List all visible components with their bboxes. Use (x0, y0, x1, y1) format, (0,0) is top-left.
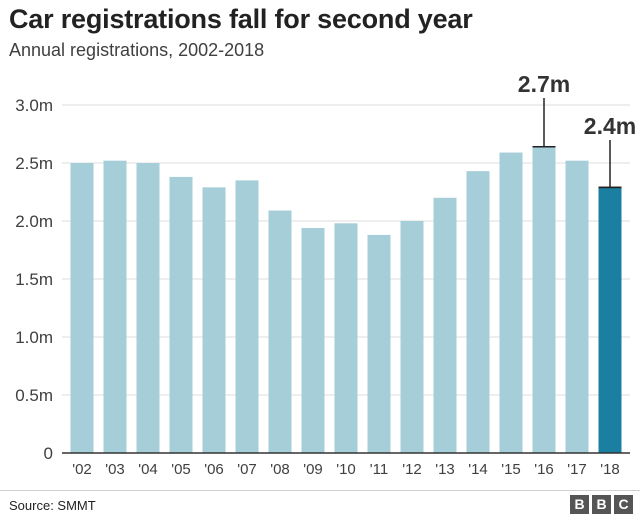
bar (565, 160, 589, 453)
y-axis-ticks: 0 0.5m 1.0m 1.5m 2.0m 2.5m 3.0m (15, 96, 53, 463)
bar (136, 163, 160, 453)
bbc-logo: B B C (570, 495, 633, 514)
x-tick-label: '14 (468, 461, 488, 478)
bar (301, 227, 325, 453)
bar (235, 180, 259, 453)
annotations: 2.7m 2.4m (518, 71, 636, 189)
footer-divider (0, 490, 640, 491)
bar (268, 210, 292, 453)
x-tick-label: '13 (435, 461, 455, 478)
bar (103, 160, 127, 453)
x-tick-label: '16 (534, 461, 554, 478)
chart-subtitle: Annual registrations, 2002-2018 (9, 40, 265, 60)
source-note: Source: SMMT (9, 498, 96, 513)
x-tick-label: '02 (72, 461, 92, 478)
bar (598, 187, 622, 454)
x-tick-label: '18 (600, 461, 620, 478)
y-tick-label: 1.5m (15, 270, 53, 289)
bar-chart: 00.5m1.0m1.5m2.0m2.5m3.0m '02'03'04'05'0… (15, 71, 636, 478)
logo-letter-c: C (614, 495, 633, 514)
x-tick-label: '07 (237, 461, 257, 478)
bar (466, 171, 490, 453)
chart-title: Car registrations fall for second year (9, 4, 473, 34)
x-axis-ticks: '02 '03 '04 '05 '06 '07 '08 '09 '10 '11 '12 '13 '14 '… (72, 461, 620, 478)
x-tick-label: '17 (567, 461, 587, 478)
annotation-label: 2.4m (584, 113, 636, 139)
x-tick-label: '04 (138, 461, 158, 478)
bar (334, 223, 358, 453)
logo-letter-b1: B (570, 495, 589, 514)
x-tick-label: '03 (105, 461, 125, 478)
y-tick-label: 2.5m (15, 154, 53, 173)
y-tick-label: 0 (44, 444, 53, 463)
x-tick-label: '11 (370, 461, 388, 478)
y-tick-label: 1.0m (15, 328, 53, 347)
y-tick-label: 0.5m (15, 386, 53, 405)
bar (70, 163, 94, 453)
bar (499, 152, 523, 453)
x-tick-label: '15 (501, 461, 521, 478)
x-tick-label: '12 (402, 461, 422, 478)
x-tick-label: '08 (270, 461, 290, 478)
logo-letter-b2: B (592, 495, 611, 514)
x-tick-label: '05 (171, 461, 191, 478)
y-tick-label: 3.0m (15, 96, 53, 115)
annotation-label: 2.7m (518, 71, 570, 97)
bar (367, 234, 391, 453)
x-tick-label: '06 (204, 461, 224, 478)
y-tick-label: 2.0m (15, 212, 53, 231)
bars (70, 146, 622, 454)
x-tick-label: '09 (303, 461, 323, 478)
x-tick-label: '10 (336, 461, 356, 478)
bar (433, 197, 457, 453)
bar (202, 187, 226, 454)
bar (400, 221, 424, 453)
bar (169, 176, 193, 454)
bar (532, 146, 556, 453)
